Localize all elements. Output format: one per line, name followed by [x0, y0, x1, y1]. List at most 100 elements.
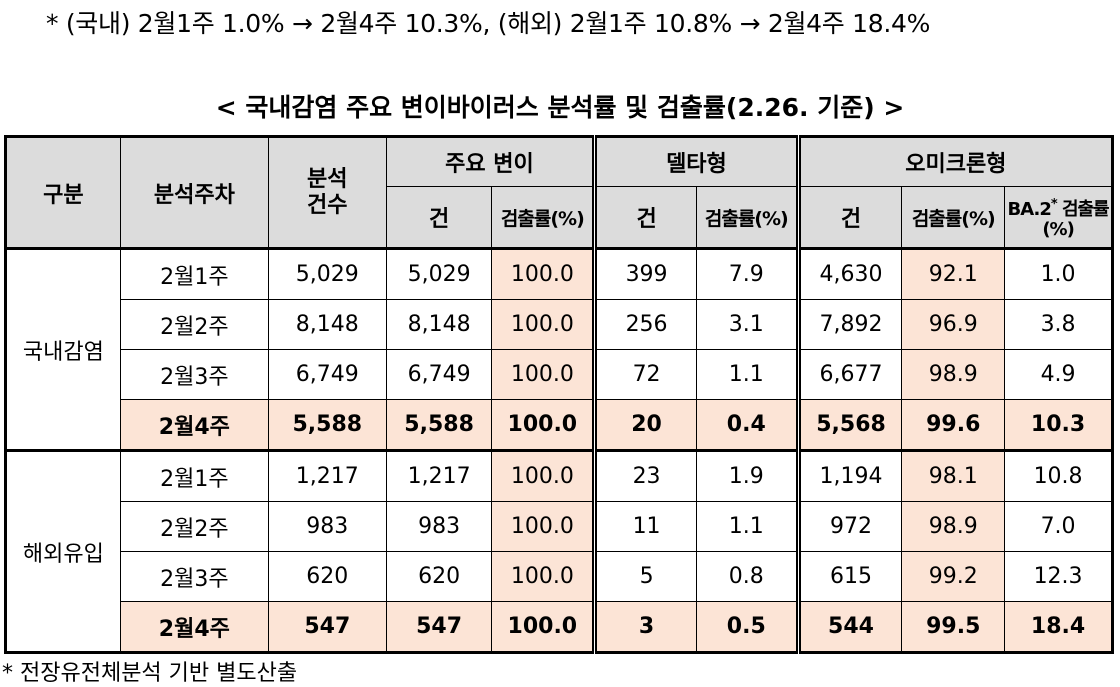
analyzed-cell: 5,029: [267, 248, 387, 300]
major-rate-cell: 100.0: [491, 299, 596, 350]
table-row: 국내감염 2월1주 5,029 5,029 100.0 399 7.9 4,630 92.1 1.…: [5, 248, 1113, 452]
table-row: 2월2주 8,148 8,148 100.0 256 3.1 7,892 96.9 3.8: [6, 299, 1113, 350]
omicron-rate-cell: 99.2: [901, 551, 1006, 602]
header-delta-rate: 검출률(%): [695, 186, 799, 250]
delta-count-cell: 3: [592, 601, 697, 654]
table-row: 2월2주 983 983 100.0 11 1.1 972 98.9 7.0: [6, 501, 1113, 552]
major-count-cell: 5,029: [385, 248, 493, 300]
header-omicron-rate: 검출률(%): [901, 186, 1006, 250]
omicron-count-cell: 4,630: [795, 248, 903, 300]
table-row: 해외유입 2월1주 1,217 1,217 100.0 23 1.9 1,194 98.1 10.…: [5, 450, 1113, 654]
ba2-rate-label: 검출률(%): [1042, 198, 1109, 240]
top-footnote: * (국내) 2월1주 1.0% → 2월4주 10.3%, (해외) 2월1주…: [46, 9, 931, 38]
analyzed-cell: 6,749: [267, 349, 387, 400]
ba2-rate-cell: 18.4: [1004, 601, 1113, 654]
omicron-rate-cell: 99.6: [901, 399, 1006, 452]
header-omicron: 오미크론형: [795, 136, 1114, 187]
table-row: 2월4주 5,588 5,588 100.0 20 0.4 5,568 99.6 10.3: [6, 399, 1113, 452]
header-major-rate: 검출률(%): [491, 186, 596, 250]
ba2-rate-cell: 12.3: [1004, 551, 1113, 602]
delta-count-cell: 5: [592, 551, 697, 602]
omicron-rate-cell: 96.9: [901, 299, 1006, 350]
variant-analysis-table: 구분 분석주차 분석 건수 주요 변이 델타형 오미크론형 건 검출률(%) 건…: [4, 135, 1114, 654]
major-count-cell: 5,588: [385, 399, 493, 452]
analyzed-cell: 620: [267, 551, 387, 602]
major-count-cell: 1,217: [385, 450, 493, 502]
group-label: 국내감염: [5, 248, 121, 452]
major-count-cell: 8,148: [385, 299, 493, 350]
header-major-variant: 주요 변이: [385, 136, 596, 187]
delta-rate-cell: 0.4: [695, 399, 799, 452]
major-rate-cell: 100.0: [491, 399, 596, 452]
header-analyzed-text: 분석 건수: [307, 166, 348, 218]
week-cell: 2월1주: [119, 248, 269, 300]
bottom-footnote: * 전장유전체분석 기반 별도산출: [2, 661, 298, 686]
major-count-cell: 6,749: [385, 349, 493, 400]
ba2-rate-cell: 7.0: [1004, 501, 1113, 552]
delta-count-cell: 256: [592, 299, 697, 350]
ba2-label: BA.2: [1007, 198, 1052, 220]
week-cell: 2월2주: [119, 299, 269, 350]
delta-rate-cell: 1.1: [695, 349, 799, 400]
major-count-cell: 547: [385, 601, 493, 654]
ba2-rate-cell: 1.0: [1004, 248, 1113, 300]
ba2-rate-cell: 4.9: [1004, 349, 1113, 400]
omicron-count-cell: 972: [795, 501, 903, 552]
header-category: 구분: [5, 136, 121, 250]
header-ba2-rate: BA.2* 검출률(%): [1004, 186, 1113, 250]
delta-rate-cell: 3.1: [695, 299, 799, 350]
major-count-cell: 620: [385, 551, 493, 602]
week-cell: 2월3주: [119, 349, 269, 400]
ba2-asterisk: *: [1050, 196, 1058, 212]
delta-rate-cell: 1.9: [695, 450, 799, 502]
delta-rate-cell: 1.1: [695, 501, 799, 552]
week-cell: 2월1주: [119, 450, 269, 502]
header-delta: 델타형: [592, 136, 799, 187]
omicron-count-cell: 544: [795, 601, 903, 654]
header-major-count: 건: [385, 186, 493, 250]
omicron-count-cell: 615: [795, 551, 903, 602]
table-row: 2월3주 6,749 6,749 100.0 72 1.1 6,677 98.9 4.9: [6, 349, 1113, 400]
ba2-rate-cell: 10.3: [1004, 399, 1113, 452]
ba2-rate-cell: 10.8: [1004, 450, 1113, 502]
analyzed-cell: 547: [267, 601, 387, 654]
major-rate-cell: 100.0: [491, 248, 596, 300]
week-cell: 2월4주: [119, 399, 269, 452]
delta-rate-cell: 0.5: [695, 601, 799, 654]
analyzed-cell: 5,588: [267, 399, 387, 452]
table-title: < 국내감염 주요 변이바이러스 분석률 및 검출률(2.26. 기준) >: [215, 93, 905, 122]
ba2-rate-cell: 3.8: [1004, 299, 1113, 350]
major-rate-cell: 100.0: [491, 450, 596, 502]
analyzed-cell: 983: [267, 501, 387, 552]
major-rate-cell: 100.0: [491, 501, 596, 552]
analyzed-cell: 1,217: [267, 450, 387, 502]
week-cell: 2월4주: [119, 601, 269, 654]
table-row: 2월4주 547 547 100.0 3 0.5 544 99.5 18.4: [6, 601, 1113, 654]
omicron-count-cell: 1,194: [795, 450, 903, 502]
delta-count-cell: 23: [592, 450, 697, 502]
major-rate-cell: 100.0: [491, 349, 596, 400]
header-week: 분석주차: [119, 136, 269, 250]
omicron-rate-cell: 98.9: [901, 349, 1006, 400]
delta-count-cell: 11: [592, 501, 697, 552]
table-row: 2월3주 620 620 100.0 5 0.8 615 99.2 12.3: [6, 551, 1113, 602]
major-rate-cell: 100.0: [491, 551, 596, 602]
delta-count-cell: 20: [592, 399, 697, 452]
week-cell: 2월3주: [119, 551, 269, 602]
major-count-cell: 983: [385, 501, 493, 552]
delta-rate-cell: 0.8: [695, 551, 799, 602]
omicron-count-cell: 7,892: [795, 299, 903, 350]
omicron-count-cell: 6,677: [795, 349, 903, 400]
omicron-rate-cell: 99.5: [901, 601, 1006, 654]
header-delta-count: 건: [592, 186, 697, 250]
delta-rate-cell: 7.9: [695, 248, 799, 300]
major-rate-cell: 100.0: [491, 601, 596, 654]
analyzed-cell: 8,148: [267, 299, 387, 350]
header-omicron-count: 건: [795, 186, 903, 250]
delta-count-cell: 72: [592, 349, 697, 400]
group-label: 해외유입: [5, 450, 121, 654]
omicron-count-cell: 5,568: [795, 399, 903, 452]
header-analyzed: 분석 건수: [267, 136, 387, 250]
omicron-rate-cell: 98.1: [901, 450, 1006, 502]
omicron-rate-cell: 98.9: [901, 501, 1006, 552]
